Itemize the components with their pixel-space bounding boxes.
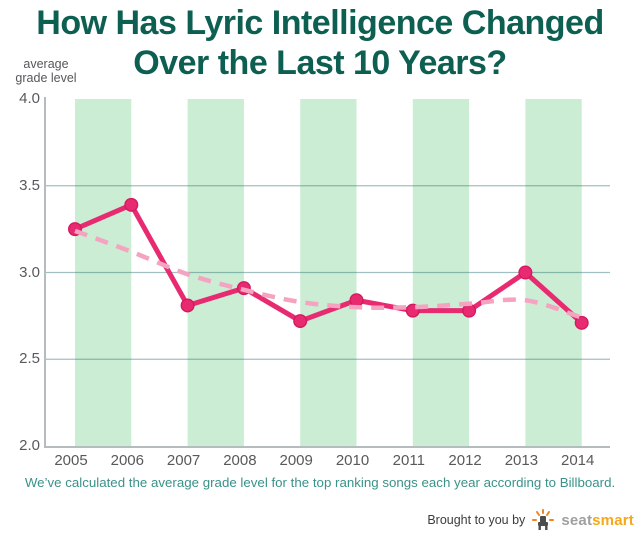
data-line-solid xyxy=(72,202,585,326)
brought-to-you-by-label: Brought to you by xyxy=(427,513,526,527)
x-tick-label: 2009 xyxy=(279,452,313,469)
seatsmart-logo-text: seatsmart xyxy=(561,512,634,529)
chart-title: How Has Lyric Intelligence Changed Over … xyxy=(0,3,640,83)
background-band xyxy=(525,99,582,447)
chart-title-line-1: How Has Lyric Intelligence Changed xyxy=(36,4,604,42)
x-tick-label: 2010 xyxy=(335,452,370,469)
data-point-marker xyxy=(574,315,589,330)
x-tick-label: 2005 xyxy=(54,452,88,469)
data-point-marker xyxy=(349,293,364,308)
x-tick-label: 2008 xyxy=(223,452,257,469)
background-band xyxy=(187,99,244,447)
y-tick-label: 3.0 xyxy=(19,263,40,281)
attribution-footer: Brought to you by seatsmart xyxy=(427,507,634,533)
x-tick-label: 2014 xyxy=(561,452,595,469)
y-tick-label: 2.0 xyxy=(19,437,40,454)
y-tick-label: 2.5 xyxy=(19,350,40,368)
y-tick-label: 3.5 xyxy=(19,176,40,194)
x-tick-label: 2011 xyxy=(392,452,425,469)
data-point-marker xyxy=(293,314,308,329)
background-band xyxy=(412,99,470,447)
seat-chair-icon xyxy=(532,509,555,530)
y-axis-unit-label: average grade level xyxy=(15,57,77,85)
data-point-marker xyxy=(180,298,195,313)
chart-title-line-2: Over the Last 10 Years? xyxy=(133,44,507,82)
y-tick-label: 4.0 xyxy=(19,90,40,107)
x-tick-label: 2006 xyxy=(110,452,144,469)
data-point-marker xyxy=(124,197,139,212)
background-band xyxy=(75,99,132,447)
trend-line-dashed xyxy=(74,228,583,320)
x-tick-label: 2013 xyxy=(504,452,539,469)
x-tick-label: 2007 xyxy=(166,452,201,469)
x-tick-label: 2012 xyxy=(448,452,482,469)
background-band xyxy=(300,99,357,447)
brand-smart-text: smart xyxy=(592,511,634,529)
data-point-marker xyxy=(518,265,533,280)
brand-seat-text: seat xyxy=(561,511,593,529)
chart-caption: We’ve calculated the average grade level… xyxy=(24,475,616,490)
